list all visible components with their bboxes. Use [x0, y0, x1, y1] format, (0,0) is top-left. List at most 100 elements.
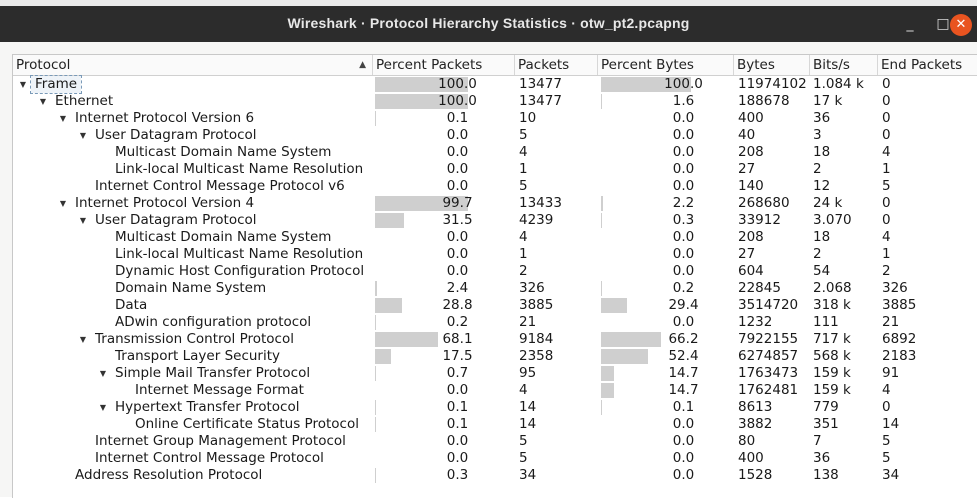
- protocol-name: Frame: [29, 75, 83, 94]
- protocol-cell: ▼ Frame: [13, 75, 373, 94]
- table-row[interactable]: Domain Name System 2.4 326 0.2 22845 2.068 326: [13, 280, 977, 297]
- table-row[interactable]: ADwin configuration protocol 0.2 21 0.0 1232…: [13, 314, 977, 331]
- percent-packets-bar: [375, 196, 468, 211]
- protocol-hierarchy-tree[interactable]: Protocol ▲ Percent Packets Packets Perce…: [12, 54, 977, 498]
- percent-packets-value: 31.5: [442, 212, 473, 228]
- bits-per-sec-value: 111: [813, 314, 839, 330]
- column-header-protocol[interactable]: Protocol ▲: [13, 55, 373, 75]
- bytes-value: 27: [738, 246, 756, 262]
- column-header-bytes[interactable]: Bytes: [734, 55, 810, 75]
- protocol-name: Domain Name System: [115, 280, 267, 296]
- percent-bytes-bar: [601, 213, 602, 228]
- end-packets-value: 0: [882, 127, 891, 143]
- end-packets-value: 0: [882, 93, 891, 109]
- packets-value: 4: [519, 144, 528, 160]
- percent-bytes-value: 52.4: [668, 348, 699, 364]
- protocol-cell: ▼ Transmission Control Protocol: [13, 331, 373, 348]
- percent-packets-value: 0.0: [446, 263, 469, 279]
- protocol-cell: Internet Message Format: [13, 382, 373, 399]
- expander-open-icon[interactable]: ▼: [99, 403, 107, 412]
- table-row[interactable]: ▼ Simple Mail Transfer Protocol 0.7 95 14.7 1…: [13, 365, 977, 382]
- title-bar[interactable]: Wireshark · Protocol Hierarchy Statistic…: [0, 6, 977, 42]
- percent-bytes-bar: [601, 94, 602, 109]
- table-row[interactable]: Dynamic Host Configuration Protocol 0.0 2 0…: [13, 263, 977, 280]
- protocol-cell: Multicast Domain Name System: [13, 144, 373, 161]
- maximize-icon[interactable]: □: [936, 16, 950, 32]
- table-row[interactable]: ▼ Frame 100.0 13477 100.0 11974102 1.084 k 0: [13, 75, 977, 94]
- table-row[interactable]: Link-local Multicast Name Resolution 0.0 1…: [13, 246, 977, 263]
- table-row[interactable]: Address Resolution Protocol 0.3 34 0.0 1528 1…: [13, 467, 977, 484]
- percent-packets-value: 0.3: [446, 467, 469, 483]
- percent-bytes-bar: [601, 349, 648, 364]
- table-row[interactable]: Internet Control Message Protocol v6 0.0 5…: [13, 178, 977, 195]
- packets-value: 5: [519, 127, 528, 143]
- expander-open-icon[interactable]: ▼: [99, 369, 107, 378]
- protocol-cell: Domain Name System: [13, 280, 373, 297]
- percent-packets-value: 2.4: [446, 280, 469, 296]
- percent-bytes-value: 14.7: [668, 365, 699, 381]
- protocol-name: User Datagram Protocol: [95, 212, 257, 228]
- expander-open-icon[interactable]: ▼: [59, 114, 67, 123]
- table-row[interactable]: Online Certificate Status Protocol 0.1 14 0…: [13, 416, 977, 433]
- protocol-cell: ADwin configuration protocol: [13, 314, 373, 331]
- table-row[interactable]: Data 28.8 3885 29.4 3514720 318 k 3885: [13, 297, 977, 314]
- table-row[interactable]: ▼ Transmission Control Protocol 68.1 9184 66…: [13, 331, 977, 348]
- percent-packets-value: 28.8: [442, 297, 473, 313]
- percent-packets-value: 99.7: [442, 195, 473, 211]
- packets-value: 5: [519, 178, 528, 194]
- column-header-percent-bytes[interactable]: Percent Bytes: [598, 55, 734, 75]
- protocol-name: Internet Group Management Protocol: [95, 433, 346, 449]
- bytes-value: 400: [738, 450, 764, 466]
- percent-bytes-value: 0.0: [672, 450, 695, 466]
- expander-open-icon[interactable]: ▼: [19, 80, 27, 89]
- packets-value: 326: [519, 280, 545, 296]
- end-packets-value: 4: [882, 229, 891, 245]
- table-row[interactable]: ▼ Internet Protocol Version 4 99.7 13433 2.2…: [13, 195, 977, 212]
- table-row[interactable]: Transport Layer Security 17.5 2358 52.4 6274…: [13, 348, 977, 365]
- protocol-cell: Internet Control Message Protocol: [13, 450, 373, 467]
- protocol-cell: Dynamic Host Configuration Protocol: [13, 263, 373, 280]
- table-row[interactable]: ▼ Ethernet 100.0 13477 1.6 188678 17 k 0: [13, 93, 977, 110]
- minimize-icon[interactable]: _: [906, 16, 914, 32]
- expander-open-icon[interactable]: ▼: [79, 216, 87, 225]
- column-header-bits-per-sec[interactable]: Bits/s: [810, 55, 878, 75]
- end-packets-value: 2: [882, 263, 891, 279]
- table-row[interactable]: ▼ User Datagram Protocol 31.5 4239 0.3 33912 3…: [13, 212, 977, 229]
- expander-open-icon[interactable]: ▼: [79, 131, 87, 140]
- close-icon[interactable]: ✕: [950, 14, 972, 36]
- column-header-end-packets[interactable]: End Packets: [881, 57, 963, 73]
- protocol-cell: ▼ Hypertext Transfer Protocol: [13, 399, 373, 416]
- column-header-percent-packets[interactable]: Percent Packets: [373, 55, 515, 75]
- percent-packets-value: 0.1: [446, 110, 469, 126]
- bytes-value: 7922155: [738, 331, 799, 347]
- end-packets-value: 14: [882, 416, 900, 432]
- table-row[interactable]: ▼ User Datagram Protocol 0.0 5 0.0 40 3 0: [13, 127, 977, 144]
- percent-packets-bar: [375, 298, 402, 313]
- bytes-value: 1232: [738, 314, 773, 330]
- percent-packets-bar: [375, 417, 376, 432]
- end-packets-value: 5: [882, 450, 891, 466]
- expander-open-icon[interactable]: ▼: [39, 97, 47, 106]
- protocol-name: ADwin configuration protocol: [115, 314, 312, 330]
- percent-packets-value: 0.1: [446, 399, 469, 415]
- protocol-name: Transmission Control Protocol: [95, 331, 294, 347]
- end-packets-value: 0: [882, 110, 891, 126]
- expander-open-icon[interactable]: ▼: [59, 199, 67, 208]
- table-row[interactable]: Internet Group Management Protocol 0.0 5 0.…: [13, 433, 977, 450]
- percent-bytes-bar: [601, 281, 602, 296]
- table-row[interactable]: Multicast Domain Name System 0.0 4 0.0 208 18…: [13, 229, 977, 246]
- percent-bytes-bar: [601, 332, 661, 347]
- table-row[interactable]: Internet Control Message Protocol 0.0 5 0.0…: [13, 450, 977, 467]
- table-row[interactable]: Link-local Multicast Name Resolution 0.0 1…: [13, 161, 977, 178]
- percent-packets-value: 0.0: [446, 246, 469, 262]
- percent-bytes-value: 29.4: [668, 297, 699, 313]
- table-row[interactable]: Multicast Domain Name System 0.0 4 0.0 208 18…: [13, 144, 977, 161]
- table-row[interactable]: Internet Message Format 0.0 4 14.7 1762481 15…: [13, 382, 977, 399]
- column-header-packets[interactable]: Packets: [515, 55, 598, 75]
- percent-bytes-value: 0.0: [672, 314, 695, 330]
- percent-bytes-value: 1.6: [672, 93, 695, 109]
- table-row[interactable]: ▼ Internet Protocol Version 6 0.1 10 0.0 400 3…: [13, 110, 977, 127]
- expander-open-icon[interactable]: ▼: [79, 335, 87, 344]
- table-row[interactable]: ▼ Hypertext Transfer Protocol 0.1 14 0.1 8613…: [13, 399, 977, 416]
- protocol-name: Internet Message Format: [135, 382, 304, 398]
